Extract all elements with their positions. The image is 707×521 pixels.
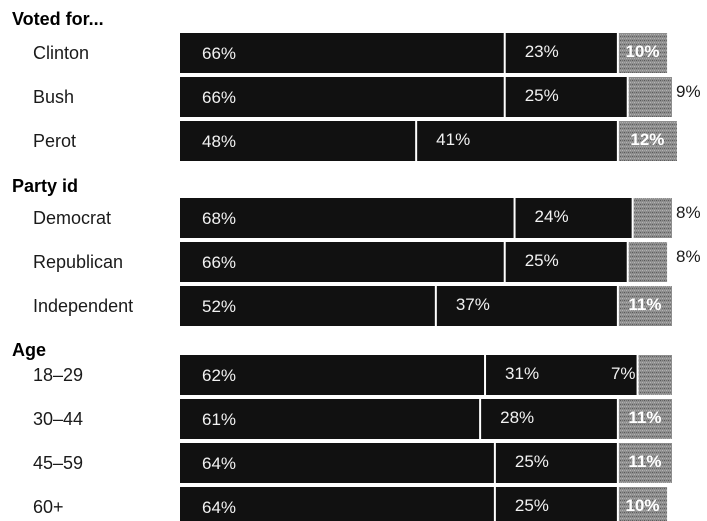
bar-segment-2	[494, 443, 618, 483]
bar-segment-1	[180, 33, 505, 73]
value-label: 48%	[202, 132, 236, 151]
bar-segment-1	[180, 242, 505, 282]
bar-segment-1	[180, 198, 515, 238]
row-label: Democrat	[33, 208, 111, 228]
bar-segment-3	[632, 198, 672, 238]
value-label: 37%	[456, 295, 490, 314]
value-label: 11%	[628, 295, 661, 314]
value-label: 10%	[625, 42, 659, 61]
bar-segment-2	[504, 242, 628, 282]
bar-segment-1	[180, 77, 505, 117]
value-label: 11%	[628, 452, 661, 471]
bar-segment-3	[617, 487, 668, 521]
row-label: 18–29	[33, 365, 83, 385]
value-label: 25%	[515, 452, 549, 471]
value-label-outside: 8%	[676, 203, 701, 222]
bar-segment-1	[180, 355, 486, 395]
bar-segment-3	[627, 77, 672, 117]
bar-segment-3	[617, 121, 677, 161]
bar-segment-3	[617, 286, 672, 326]
value-label: 10%	[625, 496, 659, 515]
bar-segment-2	[494, 487, 618, 521]
row-label: Independent	[33, 296, 133, 316]
value-label-outside: 9%	[676, 82, 701, 101]
value-label: 66%	[202, 88, 236, 107]
value-label: 23%	[525, 42, 559, 61]
row-label: Perot	[33, 131, 76, 151]
bar-segment-2	[514, 198, 633, 238]
row-label: 45–59	[33, 453, 83, 473]
row-label: Clinton	[33, 43, 89, 63]
bar-segment-2	[480, 399, 618, 439]
bar-segment-2	[435, 286, 618, 326]
value-label: 41%	[436, 130, 470, 149]
value-label: 31%	[505, 364, 539, 383]
value-label: 7%	[611, 364, 636, 383]
bar-segment-2	[504, 33, 618, 73]
group-title: Party id	[12, 176, 78, 196]
value-label: 66%	[202, 253, 236, 272]
bar-segment-1	[180, 286, 436, 326]
bar-segment-2	[416, 121, 618, 161]
value-label: 61%	[202, 410, 236, 429]
bar-segment-3	[637, 355, 672, 395]
bar-segment-1	[180, 121, 417, 161]
bar-segment-3	[617, 33, 668, 73]
row-label: 60+	[33, 497, 64, 517]
bar-segment-1	[180, 399, 481, 439]
bar-segment-3	[617, 443, 672, 483]
bar-segment-1	[180, 487, 495, 521]
value-label: 11%	[628, 408, 661, 427]
bar-segment-1	[180, 443, 495, 483]
value-label: 64%	[202, 498, 236, 517]
bar-segment-2	[485, 355, 638, 395]
group-title: Voted for...	[12, 9, 104, 29]
value-label: 24%	[535, 207, 569, 226]
value-label: 68%	[202, 209, 236, 228]
group-title: Age	[12, 340, 46, 360]
value-label: 25%	[515, 496, 549, 515]
value-label: 64%	[202, 454, 236, 473]
value-label: 62%	[202, 366, 236, 385]
value-label: 52%	[202, 297, 236, 316]
row-label: Republican	[33, 252, 123, 272]
row-label: 30–44	[33, 409, 83, 429]
bar-segment-3	[627, 242, 668, 282]
value-label-outside: 8%	[676, 247, 701, 266]
value-label: 28%	[500, 408, 534, 427]
value-label: 66%	[202, 44, 236, 63]
value-label: 25%	[525, 251, 559, 270]
row-label: Bush	[33, 87, 74, 107]
value-label: 25%	[525, 86, 559, 105]
value-label: 12%	[630, 130, 664, 149]
bar-segment-2	[504, 77, 628, 117]
bar-segment-3	[617, 399, 672, 439]
